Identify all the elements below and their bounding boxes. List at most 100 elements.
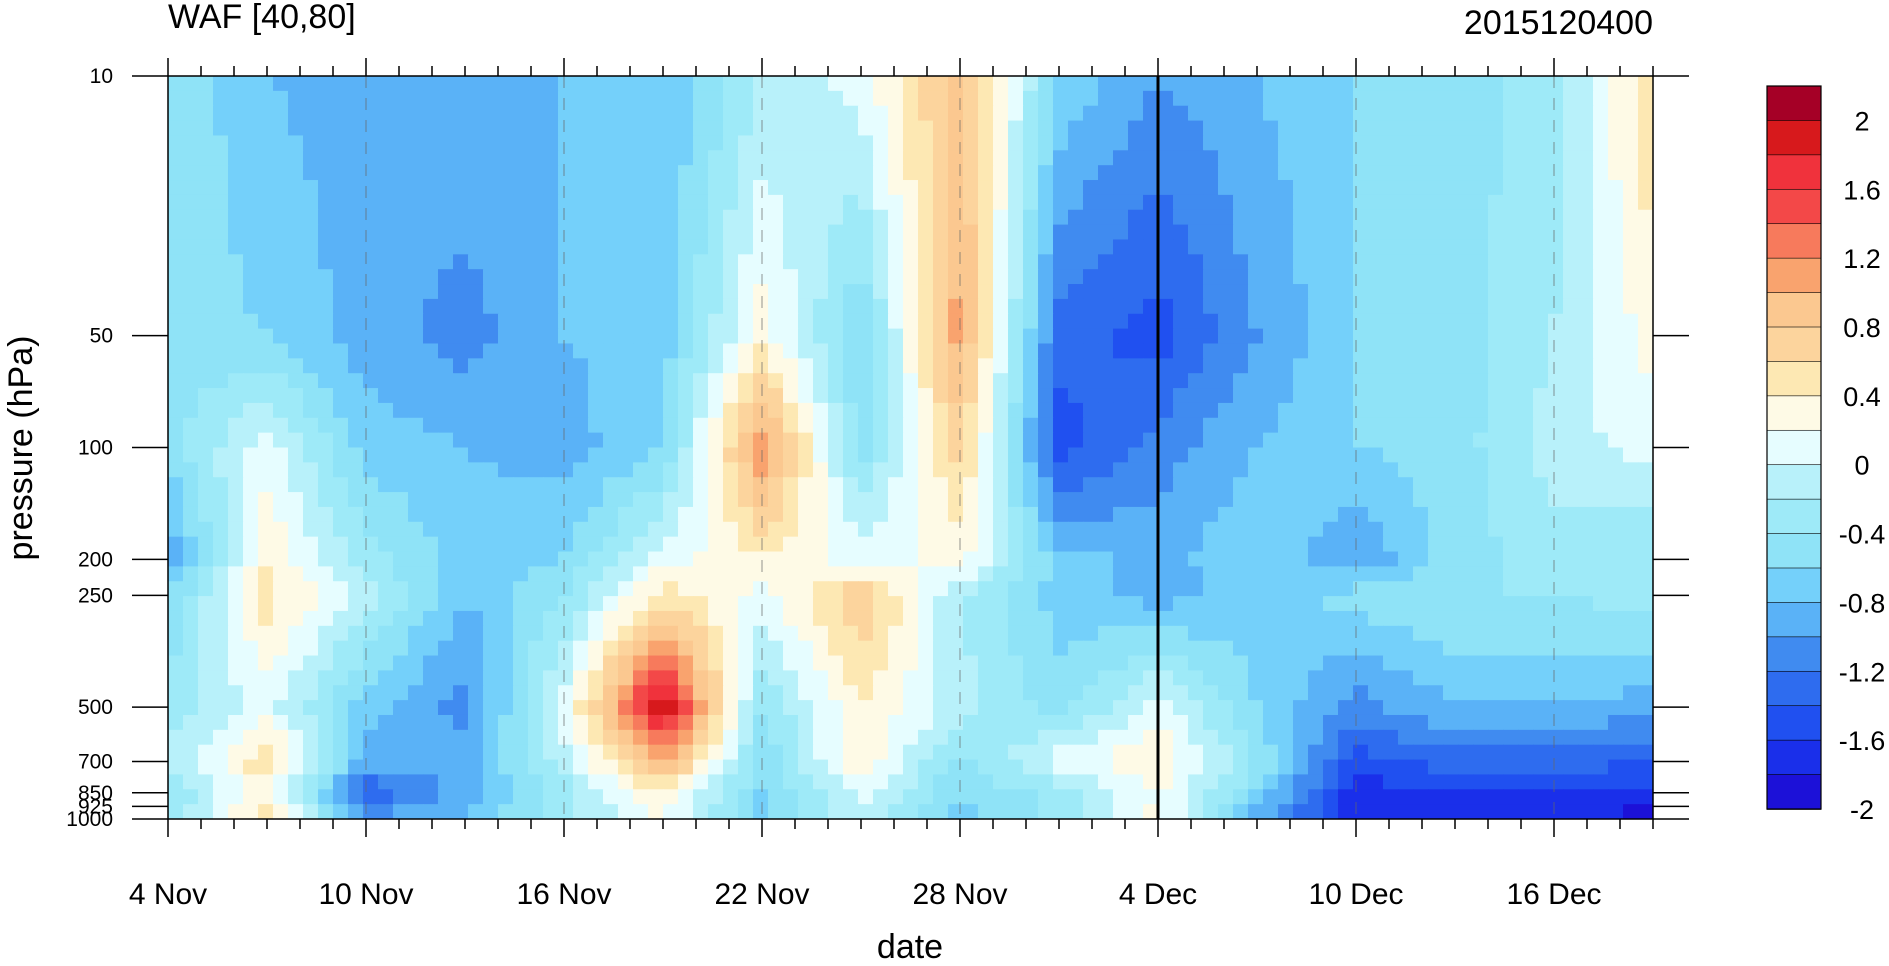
heatmap-cell bbox=[228, 552, 244, 567]
heatmap-cell bbox=[933, 685, 949, 700]
heatmap-cell bbox=[558, 388, 574, 403]
heatmap-cell bbox=[1638, 165, 1654, 180]
heatmap-cell bbox=[648, 121, 664, 136]
heatmap-cell bbox=[168, 210, 184, 225]
heatmap-cell bbox=[528, 596, 544, 611]
heatmap-cell bbox=[1428, 492, 1444, 507]
heatmap-cell bbox=[498, 522, 514, 537]
heatmap-cell bbox=[738, 433, 754, 448]
heatmap-cell bbox=[1533, 299, 1549, 314]
heatmap-cell bbox=[183, 299, 199, 314]
heatmap-cell bbox=[1608, 195, 1624, 210]
heatmap-cell bbox=[708, 715, 724, 730]
heatmap-cell bbox=[1323, 611, 1339, 626]
heatmap-cell bbox=[1413, 358, 1429, 373]
heatmap-cell bbox=[768, 477, 784, 492]
heatmap-cell bbox=[393, 195, 409, 210]
heatmap-cell bbox=[723, 314, 739, 329]
heatmap-cell bbox=[1563, 552, 1579, 567]
heatmap-cell bbox=[948, 715, 964, 730]
heatmap-cell bbox=[468, 477, 484, 492]
heatmap-cell bbox=[1428, 745, 1444, 760]
heatmap-cell bbox=[648, 448, 664, 463]
heatmap-cell bbox=[1413, 760, 1429, 775]
heatmap-cell bbox=[1113, 121, 1129, 136]
heatmap-cell bbox=[438, 566, 454, 581]
heatmap-cell bbox=[873, 269, 889, 284]
heatmap-cell bbox=[318, 195, 334, 210]
heatmap-cell bbox=[228, 477, 244, 492]
heatmap-cell bbox=[1158, 566, 1174, 581]
heatmap-cell bbox=[1353, 715, 1369, 730]
heatmap-cell bbox=[453, 254, 469, 269]
heatmap-cell bbox=[1578, 507, 1594, 522]
heatmap-cell bbox=[1203, 745, 1219, 760]
heatmap-cell bbox=[1413, 477, 1429, 492]
heatmap-cell bbox=[618, 477, 634, 492]
heatmap-cell bbox=[858, 358, 874, 373]
heatmap-cell bbox=[1443, 299, 1459, 314]
heatmap-cell bbox=[363, 745, 379, 760]
heatmap-cell bbox=[648, 670, 664, 685]
heatmap-cell bbox=[1458, 91, 1474, 106]
heatmap-cell bbox=[528, 804, 544, 819]
heatmap-cell bbox=[1533, 596, 1549, 611]
heatmap-cell bbox=[318, 180, 334, 195]
heatmap-cell bbox=[888, 299, 904, 314]
heatmap-cell bbox=[858, 284, 874, 299]
heatmap-cell bbox=[483, 314, 499, 329]
heatmap-cell bbox=[1518, 225, 1534, 240]
heatmap-cell bbox=[273, 418, 289, 433]
heatmap-cell bbox=[1413, 91, 1429, 106]
heatmap-cell bbox=[198, 745, 214, 760]
heatmap-cell bbox=[903, 373, 919, 388]
heatmap-cell bbox=[1173, 165, 1189, 180]
heatmap-cell bbox=[198, 418, 214, 433]
heatmap-cell bbox=[1263, 552, 1279, 567]
heatmap-cell bbox=[843, 656, 859, 671]
heatmap-cell bbox=[573, 106, 589, 121]
heatmap-cell bbox=[1518, 150, 1534, 165]
heatmap-cell bbox=[813, 343, 829, 358]
heatmap-cell bbox=[723, 388, 739, 403]
heatmap-cell bbox=[1248, 448, 1264, 463]
heatmap-cell bbox=[813, 641, 829, 656]
heatmap-cell bbox=[498, 685, 514, 700]
heatmap-cell bbox=[258, 760, 274, 775]
heatmap-cell bbox=[513, 448, 529, 463]
heatmap-cell bbox=[273, 745, 289, 760]
heatmap-cell bbox=[618, 462, 634, 477]
heatmap-cell bbox=[408, 106, 424, 121]
heatmap-cell bbox=[408, 641, 424, 656]
heatmap-cell bbox=[618, 522, 634, 537]
heatmap-cell bbox=[423, 641, 439, 656]
heatmap-cell bbox=[1338, 537, 1354, 552]
heatmap-cell bbox=[513, 641, 529, 656]
heatmap-cell bbox=[933, 626, 949, 641]
heatmap-cell bbox=[1218, 254, 1234, 269]
heatmap-cell bbox=[1203, 611, 1219, 626]
heatmap-cell bbox=[723, 433, 739, 448]
heatmap-cell bbox=[438, 760, 454, 775]
heatmap-cell bbox=[813, 596, 829, 611]
heatmap-cell bbox=[408, 418, 424, 433]
heatmap-cell bbox=[318, 596, 334, 611]
heatmap-cell bbox=[318, 670, 334, 685]
heatmap-cell bbox=[768, 418, 784, 433]
heatmap-cell bbox=[1368, 804, 1384, 819]
heatmap-cell bbox=[273, 641, 289, 656]
heatmap-cell bbox=[528, 121, 544, 136]
heatmap-cell bbox=[633, 373, 649, 388]
heatmap-cell bbox=[198, 462, 214, 477]
heatmap-cell bbox=[558, 700, 574, 715]
heatmap-cell bbox=[1503, 789, 1519, 804]
heatmap-cell bbox=[618, 106, 634, 121]
heatmap-cells bbox=[168, 76, 1654, 820]
heatmap-cell bbox=[183, 239, 199, 254]
heatmap-cell bbox=[693, 507, 709, 522]
heatmap-cell bbox=[528, 745, 544, 760]
heatmap-cell bbox=[1098, 462, 1114, 477]
heatmap-cell bbox=[1053, 760, 1069, 775]
heatmap-cell bbox=[543, 774, 559, 789]
heatmap-cell bbox=[783, 745, 799, 760]
